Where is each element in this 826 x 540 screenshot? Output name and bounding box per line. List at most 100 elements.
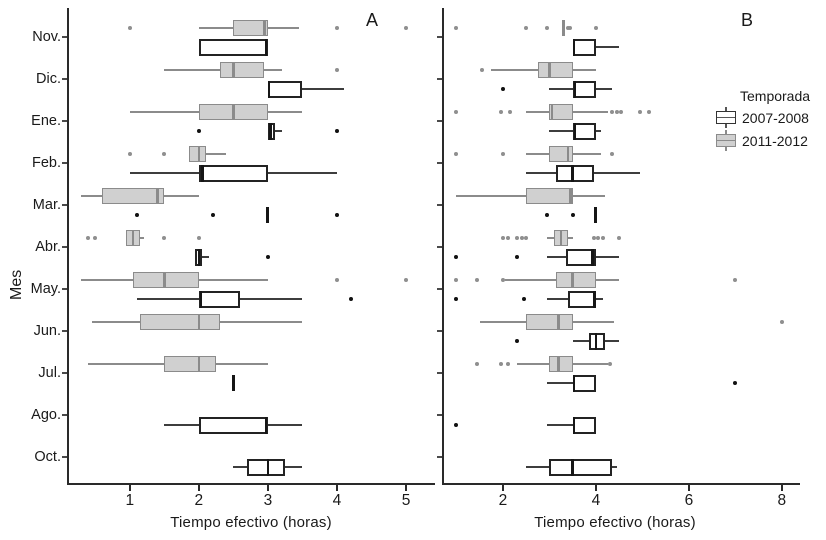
whisker-high <box>593 172 641 174</box>
box-iqr <box>133 272 199 288</box>
box-median-line <box>132 230 135 246</box>
whisker-low <box>526 111 550 113</box>
outlier-dot <box>514 236 519 240</box>
outlier-dot <box>500 236 505 240</box>
whisker-low <box>479 321 527 323</box>
box-iqr <box>198 416 268 434</box>
whisker-low <box>88 363 165 365</box>
y-axis-tick <box>62 372 67 374</box>
y-axis-tick <box>62 204 67 206</box>
whisker-low <box>129 111 199 113</box>
box-median-line <box>268 80 271 98</box>
outlier-dot <box>638 110 643 114</box>
outlier-dot <box>733 381 738 385</box>
month-label: Ago. <box>31 407 61 423</box>
outlier-dot <box>475 362 480 366</box>
whisker-low <box>547 256 566 258</box>
month-label: Jul. <box>38 365 61 381</box>
outlier-dot <box>619 110 624 114</box>
whisker-low <box>456 195 527 197</box>
degenerate-box-line <box>561 20 565 36</box>
whisker-low <box>547 382 573 384</box>
x-tick-label: 5 <box>401 492 411 509</box>
x-axis-title-panel-b: Tiempo efectivo (horas) <box>534 514 696 531</box>
outlier-dot <box>162 152 167 156</box>
y-axis-line <box>67 8 69 485</box>
whisker-high <box>198 279 268 281</box>
boxplot-gray-key-icon <box>714 130 738 151</box>
outlier-dot <box>545 213 550 217</box>
whisker-high <box>267 27 299 29</box>
month-label: Jun. <box>33 323 61 339</box>
box-median-line <box>156 188 159 204</box>
outlier-dot <box>524 26 529 30</box>
whisker-low <box>526 153 550 155</box>
outlier-dot <box>454 26 459 30</box>
legend: Temporada 2007-2008 2011-2012 <box>714 88 826 152</box>
whisker-high <box>567 237 573 239</box>
box-iqr <box>572 80 596 98</box>
whisker-high <box>572 195 606 197</box>
box-median-line <box>232 104 235 120</box>
panel-b-letter: B <box>741 10 754 30</box>
whisker-low <box>547 298 568 300</box>
outlier-dot <box>479 68 484 72</box>
box-iqr <box>102 188 165 204</box>
box-iqr <box>267 80 303 98</box>
y-axis-tick <box>62 288 67 290</box>
outlier-dot <box>733 278 738 282</box>
y-axis-tick <box>437 246 442 248</box>
outlier-dot <box>617 236 622 240</box>
legend-label-2011-2012: 2011-2012 <box>742 132 808 149</box>
box-iqr <box>567 290 596 308</box>
outlier-dot <box>134 213 139 217</box>
whisker-low <box>81 279 134 281</box>
box-median-line <box>548 62 551 78</box>
whisker-low <box>547 424 573 426</box>
x-axis-line <box>67 483 435 485</box>
outlier-dot <box>454 297 459 301</box>
box-iqr <box>572 38 596 56</box>
box-median-line <box>199 290 203 308</box>
whisker-low <box>91 321 141 323</box>
box-median-line <box>572 416 576 434</box>
box-iqr <box>198 38 268 56</box>
outlier-dot <box>500 152 505 156</box>
outlier-dot <box>210 213 215 217</box>
degenerate-box-line <box>231 375 235 391</box>
legend-item-2011-2012: 2011-2012 <box>714 129 826 152</box>
outlier-dot <box>519 236 524 240</box>
box-median-line <box>572 38 576 56</box>
whisker-high <box>140 237 144 239</box>
whisker-high <box>219 321 303 323</box>
y-axis-tick <box>437 456 442 458</box>
whisker-low <box>547 237 555 239</box>
legend-title: Temporada <box>740 88 811 104</box>
outlier-dot <box>265 255 270 259</box>
y-axis-tick <box>62 456 67 458</box>
x-axis-title-panel-a: Tiempo efectivo (horas) <box>170 514 332 531</box>
y-axis-tick <box>62 120 67 122</box>
whisker-low <box>164 69 220 71</box>
whisker-low <box>491 69 538 71</box>
month-label: Mar. <box>32 197 61 213</box>
whisker-high <box>605 340 620 342</box>
outlier-dot <box>505 362 510 366</box>
outlier-dot <box>348 297 353 301</box>
box-iqr <box>549 458 613 476</box>
whisker-low <box>81 195 103 197</box>
whisker-low <box>233 466 248 468</box>
whisker-high <box>264 69 282 71</box>
outlier-dot <box>127 152 132 156</box>
y-axis-tick <box>62 78 67 80</box>
outlier-dot <box>334 213 339 217</box>
outlier-dot <box>162 236 167 240</box>
y-axis-line <box>442 8 444 485</box>
box-median-line <box>263 20 266 36</box>
legend-label-2007-2008: 2007-2008 <box>742 109 809 126</box>
x-axis-tick <box>128 485 131 491</box>
outlier-dot <box>607 362 612 366</box>
box-iqr <box>537 62 573 78</box>
y-axis-tick <box>437 330 442 332</box>
